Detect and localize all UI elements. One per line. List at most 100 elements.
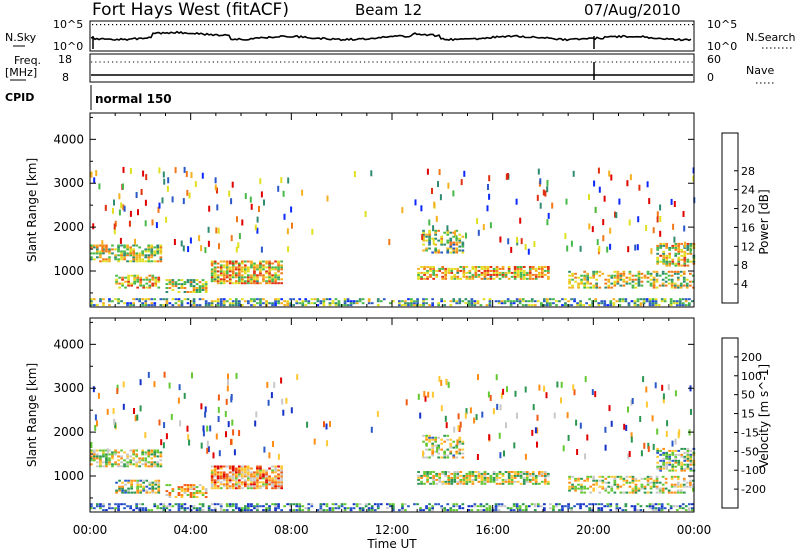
velocity-echo-cell [660, 509, 664, 512]
power-echo-cell [633, 304, 637, 307]
power-echo-cell [610, 276, 614, 279]
velocity-echo-cell [177, 397, 180, 404]
velocity-echo-cell [262, 475, 265, 478]
power-echo-cell [488, 175, 491, 182]
power-echo-cell [426, 269, 429, 272]
power-echo-cell [271, 274, 274, 277]
velocity-echo-cell [538, 474, 541, 477]
velocity-echo-cell [643, 485, 647, 488]
velocity-echo-cell [159, 507, 163, 510]
velocity-echo-cell [662, 463, 665, 466]
power-echo-cell [458, 233, 462, 236]
velocity-echo-cell [571, 483, 574, 486]
velocity-echo-cell [465, 482, 469, 485]
velocity-echo-cell [206, 447, 209, 454]
power-echo-cell [277, 278, 280, 281]
velocity-echo-cell [636, 509, 640, 512]
power-echo-cell [250, 274, 253, 277]
velocity-echo-cell [99, 457, 102, 460]
power-echo-cell [547, 269, 550, 272]
velocity-echo-cell [531, 476, 535, 479]
velocity-echo-cell [604, 489, 608, 492]
power-echo-cell [274, 300, 277, 303]
power-echo-cell [177, 298, 181, 301]
velocity-echo-cell [449, 507, 453, 510]
power-echo-cell [256, 276, 259, 279]
power-echo-cell [236, 216, 238, 223]
velocity-echo-cell [111, 453, 114, 456]
velocity-echo-cell [256, 479, 259, 482]
power-echo-cell [253, 262, 256, 265]
velocity-echo-cell [417, 476, 420, 479]
velocity-echo-cell [677, 449, 681, 452]
noise-search-dot [568, 24, 570, 26]
power-echo-cell [93, 258, 96, 261]
velocity-echo-cell [280, 469, 283, 472]
power-echo-cell [126, 304, 129, 307]
noise-search-dot [340, 24, 342, 26]
power-echo-cell [102, 244, 105, 247]
velocity-echo-cell [513, 474, 517, 477]
power-echo-cell [180, 302, 184, 305]
power-echo-cell [222, 282, 226, 285]
velocity-echo-cell [157, 483, 161, 486]
power-echo-cell [417, 275, 420, 278]
velocity-echo-cell [443, 434, 446, 437]
velocity-echo-cell [268, 507, 271, 510]
power-echo-cell [145, 278, 149, 281]
power-echo-cell [674, 244, 678, 247]
power-echo-cell [238, 300, 241, 303]
velocity-echo-cell [301, 505, 305, 508]
velocity-echo-cell [640, 477, 644, 480]
power-echo-cell [450, 271, 454, 274]
velocity-echo-cell [244, 475, 247, 478]
velocity-echo-cell [627, 406, 629, 413]
power-echo-cell [434, 233, 437, 236]
power-echo-cell [549, 298, 552, 301]
velocity-echo-cell [285, 397, 288, 404]
cpid-label: CPID [5, 91, 34, 104]
power-echo-cell [265, 272, 268, 275]
power-echo-cell [219, 278, 223, 281]
velocity-echo-cell [634, 489, 638, 492]
power-echo-cell [676, 272, 680, 275]
power-echo-cell [156, 244, 160, 247]
power-echo-cell [168, 287, 172, 289]
power-echo-cell [683, 258, 687, 261]
power-echo-cell [664, 272, 668, 275]
power-echo-cell [114, 298, 117, 301]
power-echo-cell [680, 242, 684, 245]
power-echo-cell [250, 278, 253, 281]
power-echo-cell [598, 245, 601, 252]
velocity-echo-cell [570, 507, 573, 510]
power-echo-cell [486, 273, 490, 276]
velocity-echo-cell [144, 465, 148, 468]
velocity-echo-cell [431, 442, 434, 445]
power-echo-cell [455, 302, 459, 305]
velocity-echo-cell [686, 447, 690, 450]
velocity-echo-cell [247, 465, 250, 468]
velocity-echo-cell [189, 486, 193, 489]
power-echo-cell [216, 282, 220, 285]
velocity-echo-cell [647, 442, 650, 449]
velocity-echo-cell [616, 475, 620, 478]
power-echo-cell [274, 282, 277, 285]
velocity-echo-cell [325, 423, 328, 430]
power-echo-cell [126, 248, 129, 251]
velocity-echo-cell [480, 482, 484, 485]
power-echo-cell [140, 189, 143, 195]
power-echo-cell [616, 278, 620, 281]
velocity-echo-cell [534, 482, 538, 485]
velocity-echo-cell [138, 465, 141, 468]
velocity-echo-cell [519, 471, 523, 473]
power-echo-cell [507, 266, 511, 268]
velocity-echo-cell [112, 407, 115, 414]
power-echo-cell [477, 269, 481, 272]
velocity-echo-cell [444, 474, 447, 477]
velocity-echo-cell [489, 474, 493, 477]
velocity-echo-cell [525, 471, 529, 473]
power-echo-cell [522, 271, 526, 274]
power-echo-cell [609, 227, 612, 234]
velocity-echo-cell [468, 476, 472, 479]
velocity-echo-cell [646, 481, 650, 484]
